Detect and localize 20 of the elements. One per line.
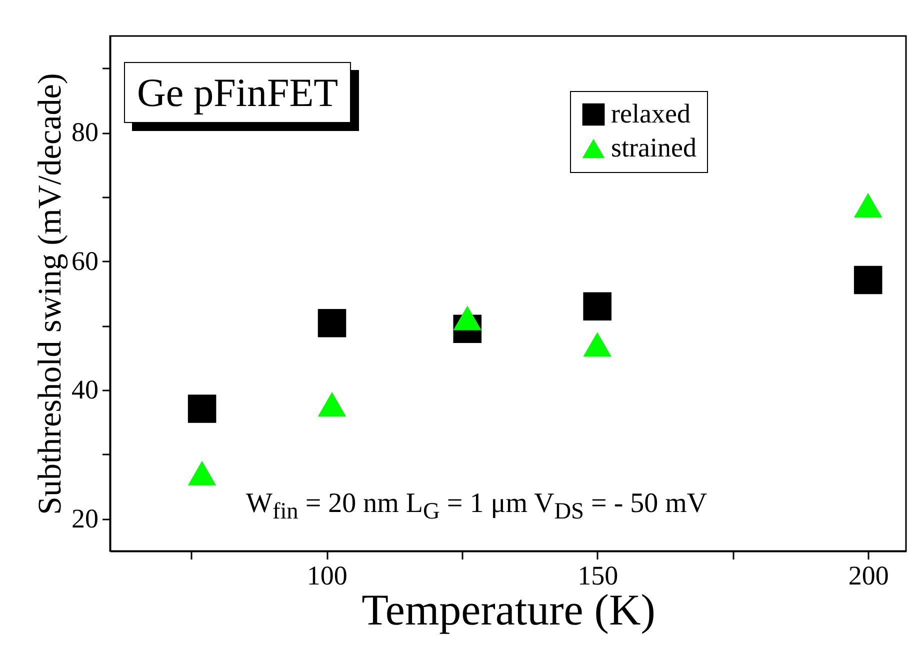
x-tick-label: 200 xyxy=(848,560,889,590)
point xyxy=(854,266,882,294)
y-tick-label: 20 xyxy=(72,503,98,534)
legend-label: strained xyxy=(611,132,697,162)
y-axis-title: Subthreshold swing (mV/decade) xyxy=(32,73,68,515)
x-tick-label: 100 xyxy=(306,560,348,590)
point xyxy=(583,292,612,321)
y-tick-label: 60 xyxy=(72,246,98,276)
y-tick-label: 40 xyxy=(72,374,98,405)
point xyxy=(318,392,346,416)
point xyxy=(583,332,612,357)
y-tick-label: 80 xyxy=(72,117,98,148)
point xyxy=(188,460,216,486)
annotation: W$_{fin}$ = 20 nm L$_{G}$ = 1 μm V$_{DS}$ = - 50 mV xyxy=(246,488,708,526)
point xyxy=(188,394,216,423)
annotation: Ge pFinFET xyxy=(124,62,352,123)
point xyxy=(453,306,482,330)
legend-label: relaxed xyxy=(611,98,691,128)
point xyxy=(318,308,346,338)
point xyxy=(854,193,882,218)
